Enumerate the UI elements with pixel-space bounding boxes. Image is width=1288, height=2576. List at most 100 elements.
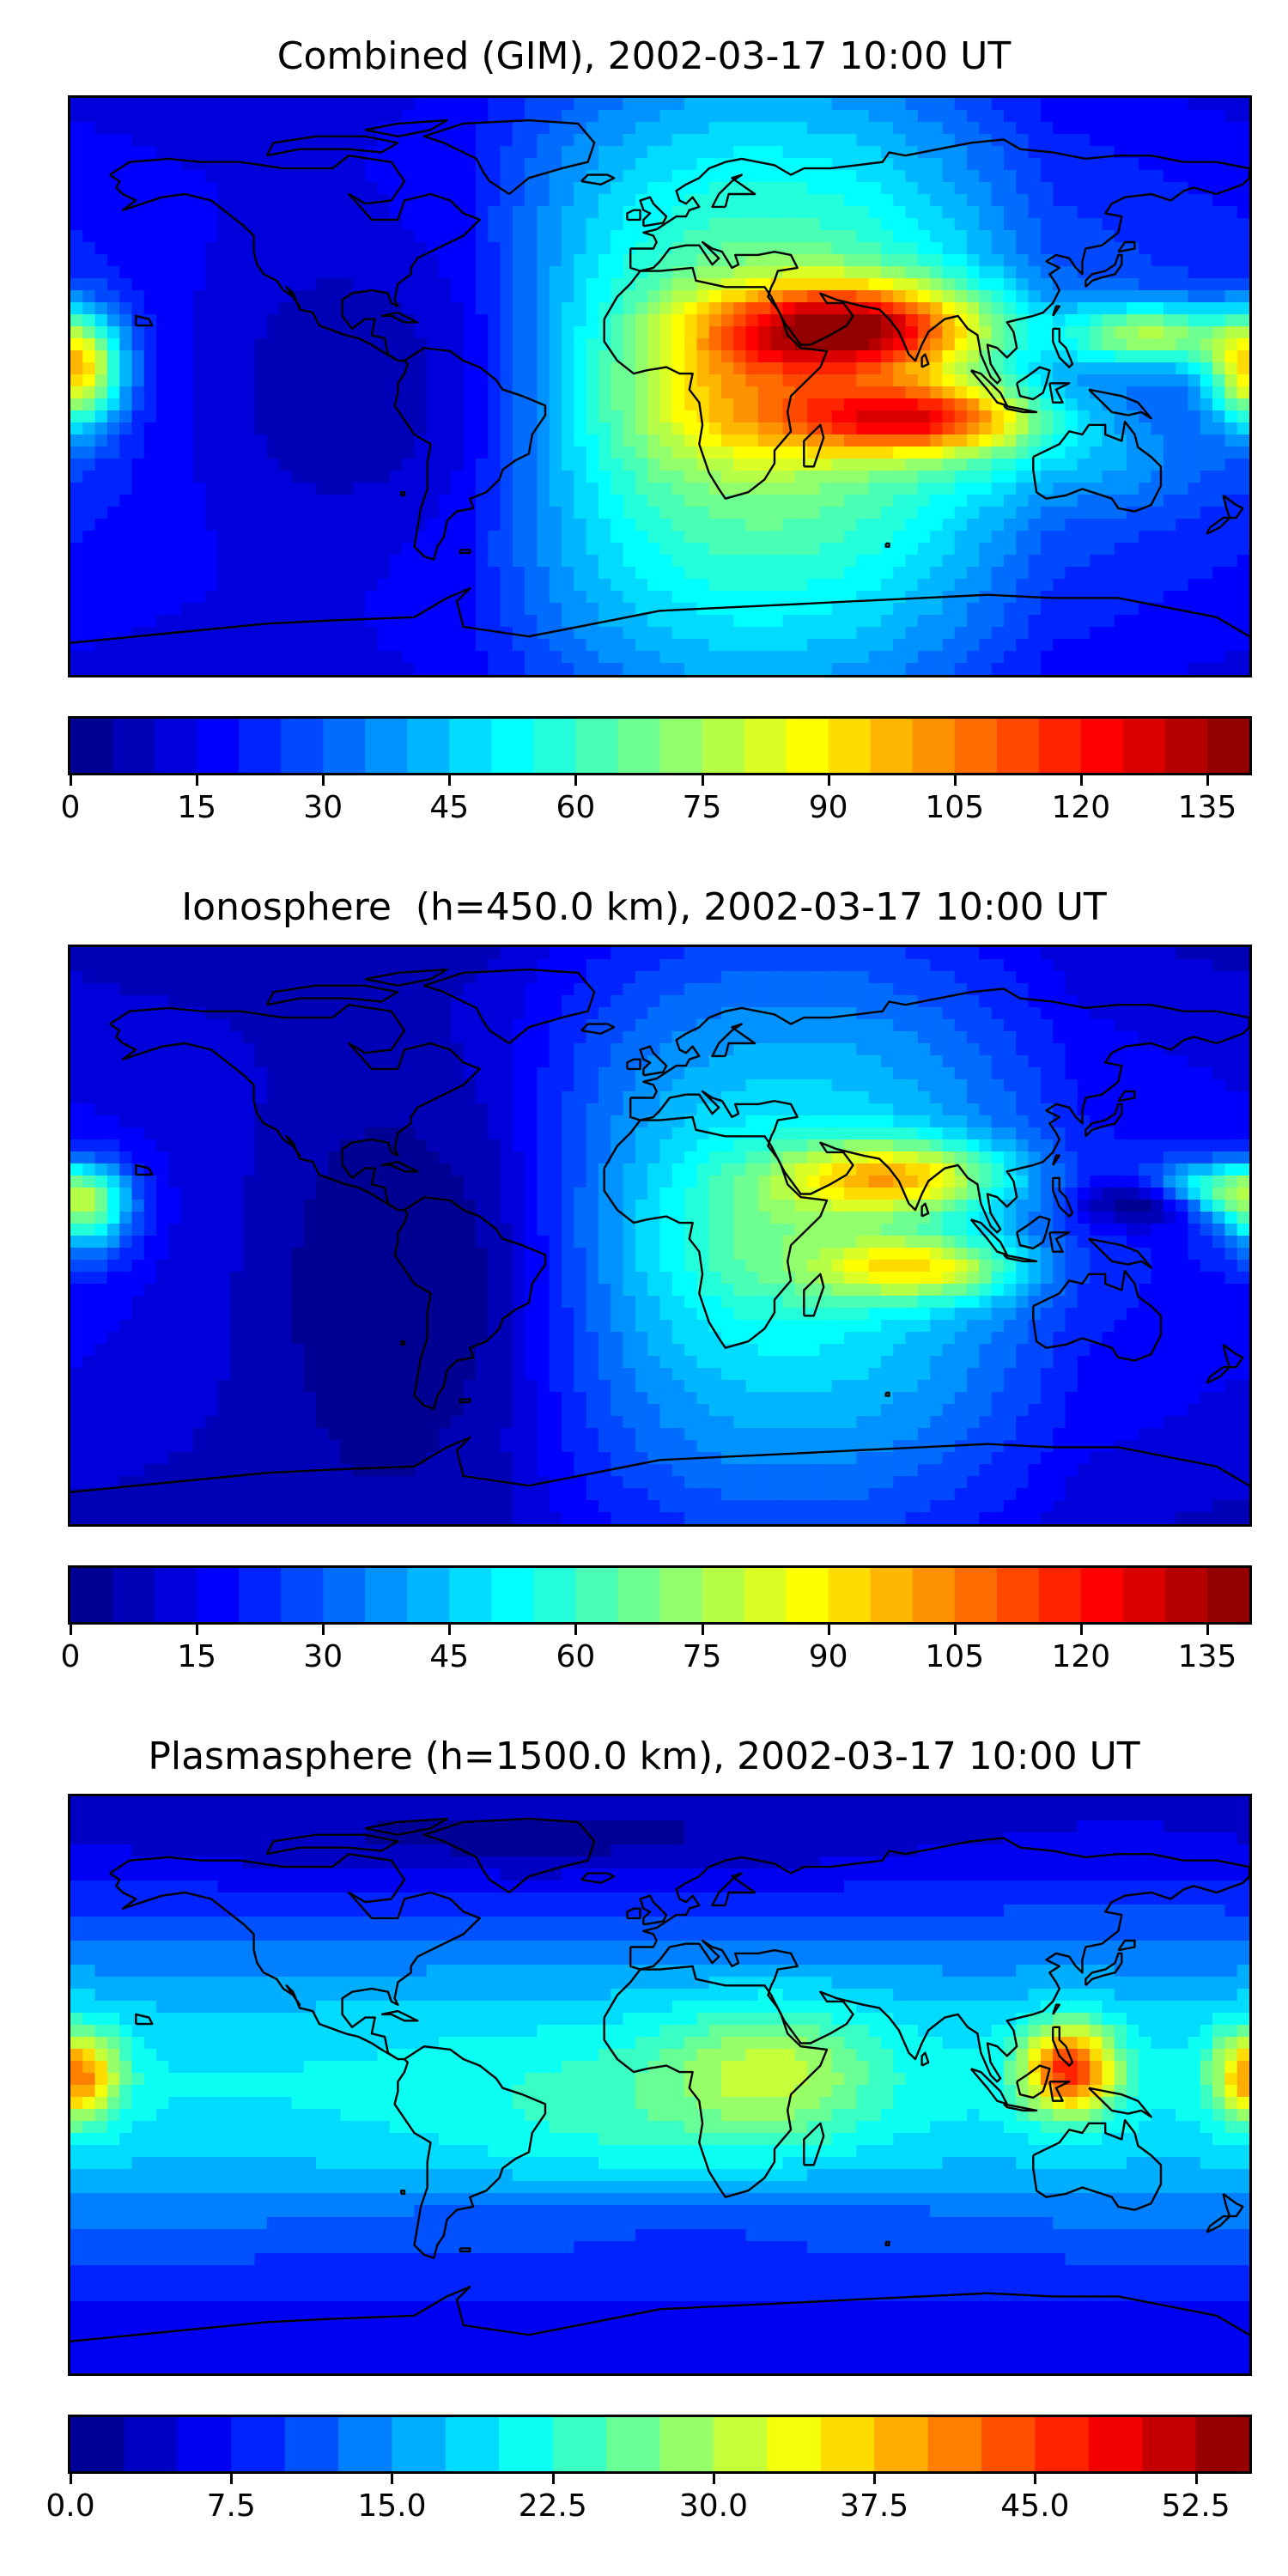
heat-cell [671, 651, 685, 664]
heat-cell [525, 386, 538, 399]
heat-cell [905, 194, 919, 207]
heat-cell [1200, 603, 1213, 616]
heat-cell [954, 302, 968, 315]
heat-cell [94, 615, 108, 628]
heat-cell [659, 146, 673, 159]
heat-cell [1090, 314, 1103, 327]
heat-cell [1077, 350, 1091, 363]
heat-cell [291, 579, 305, 592]
heat-cell [1053, 218, 1066, 231]
heat-cell [168, 230, 182, 243]
colorbar-tick-label: 45 [429, 790, 470, 825]
heat-cell [623, 627, 636, 640]
heat-cell [930, 326, 944, 339]
heat-cell [525, 314, 538, 327]
heat-cell [512, 146, 526, 159]
heat-cell [979, 519, 993, 532]
heat-cell [242, 531, 256, 544]
heat-cell [757, 170, 771, 183]
heat-cell [733, 519, 747, 532]
heat-cell [659, 579, 673, 592]
heat-cell [500, 266, 513, 279]
heat-cell [979, 98, 993, 111]
heat-cell [352, 362, 366, 375]
heat-cell [1114, 122, 1127, 135]
heat-cell [488, 947, 501, 960]
heat-cell [942, 615, 956, 628]
heat-cell [205, 362, 219, 375]
heat-cell [106, 639, 120, 652]
heat-cell [979, 278, 993, 291]
heat-cell [525, 338, 538, 351]
heat-cell [500, 254, 513, 267]
heat-cell [598, 158, 611, 171]
heat-cell [1090, 410, 1103, 423]
heat-cell [868, 495, 882, 507]
heat-cell [991, 374, 1005, 387]
heat-cell [316, 959, 329, 972]
heat-cell [831, 410, 845, 423]
heat-cell [1065, 314, 1078, 327]
heat-cell [598, 242, 611, 255]
heat-cell [439, 278, 452, 291]
heat-cell [549, 362, 562, 375]
heat-cell [512, 98, 526, 111]
heat-cell [303, 959, 317, 972]
heat-cell [562, 519, 574, 532]
heat-cell [696, 567, 710, 580]
heat-cell [794, 110, 808, 123]
heat-cell [1028, 206, 1042, 219]
heat-cell [426, 302, 440, 315]
heat-cell [389, 615, 403, 628]
heat-cell [930, 206, 944, 219]
heat-cell [1065, 158, 1078, 171]
heat-cell [303, 947, 317, 960]
heat-cell [1139, 555, 1152, 568]
heat-cell [611, 627, 624, 640]
heat-cell [1126, 314, 1139, 327]
heat-cell [598, 639, 611, 652]
heat-cell [1151, 959, 1164, 972]
heat-cell [377, 254, 391, 267]
heat-cell [352, 471, 366, 483]
heat-cell [291, 507, 305, 519]
heat-cell [1016, 254, 1030, 267]
heat-cell [562, 242, 574, 255]
heat-cell [1139, 519, 1152, 532]
heat-cell [856, 194, 870, 207]
heat-cell [1053, 194, 1066, 207]
heat-cell [757, 122, 771, 135]
heat-cell [782, 543, 796, 556]
heat-cell [831, 422, 845, 435]
heat-cell [844, 507, 857, 519]
heat-cell [1090, 230, 1103, 243]
heat-cell [266, 459, 280, 471]
heat-cell [917, 639, 931, 652]
heat-cell [562, 362, 574, 375]
heat-cell [745, 410, 759, 423]
heat-cell [180, 146, 194, 159]
heat-cell [1139, 122, 1152, 135]
heat-cell [426, 230, 440, 243]
heat-cell [1163, 959, 1176, 972]
heat-cell [1102, 218, 1115, 231]
heat-cell [757, 242, 771, 255]
heat-cell [475, 242, 489, 255]
heat-cell [647, 971, 661, 984]
heat-cell [254, 374, 268, 387]
heat-cell [70, 495, 83, 507]
heat-cell [721, 350, 734, 363]
heat-cell [1040, 434, 1054, 447]
heat-cell [696, 266, 710, 279]
heat-cell [537, 422, 550, 435]
heat-cell [831, 134, 845, 147]
heat-cell [291, 350, 305, 363]
heat-cell [1102, 959, 1115, 972]
heat-cell [316, 947, 329, 960]
heat-cell [1016, 543, 1030, 556]
heat-cell [94, 531, 108, 544]
heat-cell [1003, 603, 1017, 616]
heat-cell [671, 326, 685, 339]
heat-cell [1090, 98, 1103, 111]
heat-cell [807, 278, 821, 291]
